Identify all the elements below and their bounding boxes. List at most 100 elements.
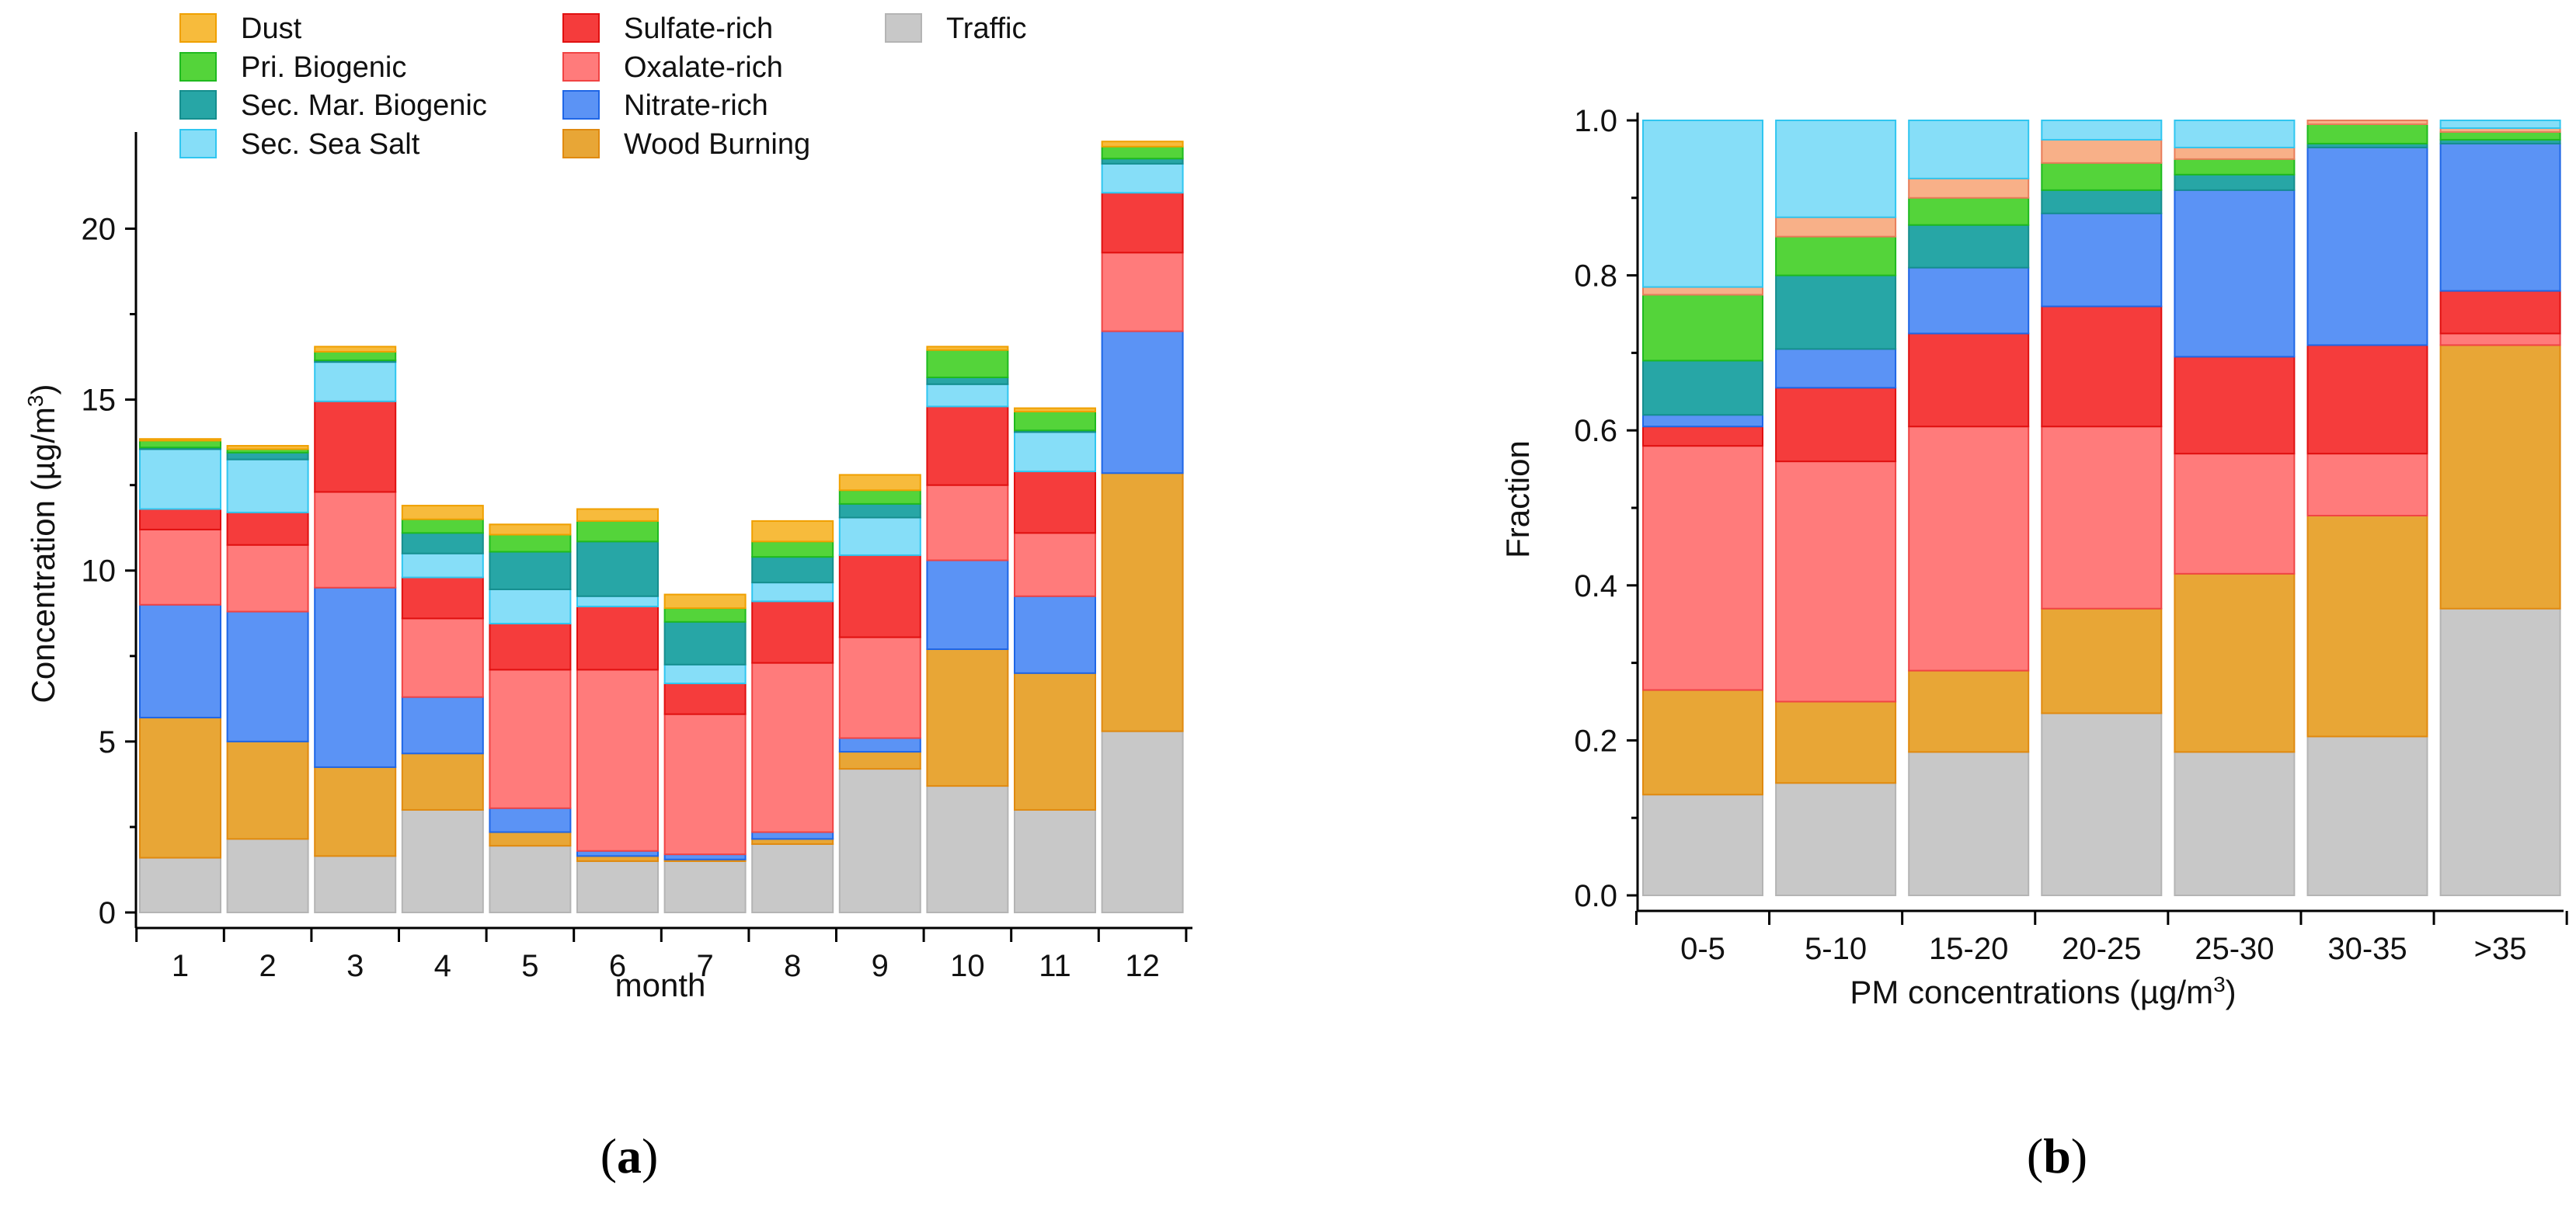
bar-b-35-sulfate-rich	[2439, 290, 2561, 335]
y-tick-label-a-4: 20	[82, 212, 117, 246]
bar-a-1-sec-sea-salt	[139, 448, 221, 510]
bar-a-12-dust	[1101, 141, 1184, 148]
legend-label-oxalate-rich: Oxalate-rich	[624, 51, 783, 84]
y-tick-label-b-4: 0.8	[1574, 259, 1617, 294]
bar-a-6-sec-sea-salt	[576, 595, 659, 607]
bar-b-0-5-oxalate-rich-light	[1642, 286, 1763, 296]
bar-a-8-traffic	[751, 843, 834, 913]
bar-a-3-nitrate-rich	[314, 586, 397, 768]
legend-label-nitrate-rich: Nitrate-rich	[624, 89, 768, 122]
bar-b-20-25-oxalate-rich-light	[2041, 138, 2163, 164]
bar-b-20-25-nitrate-rich	[2041, 212, 2163, 308]
bar-b-0-5-sec-sea-salt	[1642, 120, 1763, 288]
bar-b-25-30-sulfate-rich	[2174, 356, 2296, 455]
legend-swatch-sec-mar-biogenic	[179, 90, 217, 120]
x-tick-label-b-0-5: 0-5	[1680, 932, 1725, 966]
bar-b-30-35-traffic	[2306, 735, 2428, 896]
bar-b-20-25-traffic	[2041, 712, 2163, 896]
x-tick-label-a-9: 9	[872, 949, 889, 983]
x-tick-label-b-5-10: 5-10	[1805, 932, 1867, 966]
x-tick-label-a-3: 3	[346, 949, 364, 983]
panel-b-x-axis-title: PM concentrations (µg/m3)	[1850, 972, 2236, 1011]
legend-swatch-traffic	[885, 13, 922, 43]
bar-a-2-sec-sea-salt	[226, 458, 309, 513]
bar-a-4-oxalate-rich	[401, 617, 484, 698]
bar-a-3-oxalate-rich	[314, 491, 397, 589]
bar-a-8-oxalate-rich	[751, 662, 834, 833]
bar-b-35-wood-burning	[2439, 344, 2561, 610]
bar-b-20-25-sec-sea-salt	[2041, 120, 2163, 141]
panel-a-x-axis-title: month	[615, 967, 706, 1003]
bar-a-2-oxalate-rich	[226, 544, 309, 613]
panel-b-y-axis-title: Fraction	[1499, 440, 1536, 558]
bar-a-10-wood-burning	[926, 648, 1009, 787]
bar-b-15-20-sulfate-rich	[1908, 332, 2030, 428]
legend-label-dust: Dust	[241, 12, 302, 45]
legend-label-sulfate-rich: Sulfate-rich	[624, 12, 773, 45]
bar-b-15-20-nitrate-rich	[1908, 266, 2030, 335]
x-tick-label-a-2: 2	[259, 949, 276, 983]
bar-b-35-pri-biogenic	[2439, 130, 2561, 141]
legend-swatch-dust	[179, 13, 217, 43]
bar-a-2-sulfate-rich	[226, 511, 309, 546]
bar-b-15-20-sec-sea-salt	[1908, 120, 2030, 179]
bar-a-9-traffic	[838, 768, 921, 913]
bar-b-0-5-nitrate-rich	[1642, 414, 1763, 428]
bar-b-25-30-oxalate-rich	[2174, 453, 2296, 575]
bar-b-30-35-nitrate-rich	[2306, 146, 2428, 346]
bar-a-6-traffic	[576, 860, 659, 914]
bar-b-15-20-oxalate-rich	[1908, 426, 2030, 672]
bar-b-15-20-sec-mar-biogenic	[1908, 224, 2030, 269]
legend-swatch-pri-biogenic	[179, 52, 217, 82]
bar-a-4-pri-biogenic	[401, 518, 484, 534]
bar-a-10-nitrate-rich	[926, 559, 1009, 650]
bar-b-20-25-wood-burning	[2041, 607, 2163, 714]
bar-b-20-25-sulfate-rich	[2041, 305, 2163, 428]
bar-a-6-sec-mar-biogenic	[576, 540, 659, 597]
bar-a-12-traffic	[1101, 730, 1184, 914]
bar-b-5-10-wood-burning	[1775, 700, 1897, 784]
bar-a-7-sulfate-rich	[663, 683, 747, 715]
bar-a-5-traffic	[489, 845, 572, 913]
x-tick-label-a-8: 8	[784, 949, 801, 983]
bar-a-12-pri-biogenic	[1101, 145, 1184, 160]
bar-b-25-30-sec-mar-biogenic	[2174, 173, 2296, 191]
x-tick-label-a-6: 6	[609, 949, 626, 983]
x-tick-label-a-7: 7	[696, 949, 713, 983]
bar-a-11-pri-biogenic	[1014, 411, 1096, 432]
bar-b-15-20-pri-biogenic	[1908, 196, 2030, 226]
bar-b-25-30-oxalate-rich-light	[2174, 146, 2296, 160]
bar-b-0-5-sulfate-rich	[1642, 426, 1763, 447]
bar-b-25-30-nitrate-rich	[2174, 189, 2296, 358]
bar-a-4-sulfate-rich	[401, 576, 484, 620]
bar-a-11-sulfate-rich	[1014, 471, 1096, 534]
bar-a-2-nitrate-rich	[226, 610, 309, 742]
bar-b-15-20-wood-burning	[1908, 669, 2030, 753]
legend-swatch-sec-sea-salt	[179, 129, 217, 158]
bar-a-8-dust	[751, 520, 834, 543]
y-tick-label-b-0: 0.0	[1574, 879, 1617, 913]
bar-a-8-nitrate-rich	[751, 831, 834, 840]
bar-a-7-pri-biogenic	[663, 607, 747, 623]
bar-a-11-dust	[1014, 407, 1096, 413]
bar-a-7-sec-sea-salt	[663, 663, 747, 685]
panel-a-bars	[139, 141, 1184, 914]
bar-b-35-oxalate-rich	[2439, 332, 2561, 346]
y-tick-label-a-1: 5	[99, 725, 116, 759]
bar-a-8-sec-sea-salt	[751, 582, 834, 603]
x-tick-label-a-12: 12	[1125, 949, 1160, 983]
x-tick-label-a-5: 5	[521, 949, 538, 983]
bar-a-5-dust	[489, 523, 572, 536]
y-tick-label-b-3: 0.6	[1574, 414, 1617, 448]
x-tick-label-b-20-25: 20-25	[2062, 932, 2141, 966]
bar-b-30-35-oxalate-rich-light	[2306, 120, 2428, 125]
bar-b-30-35-pri-biogenic	[2306, 123, 2428, 144]
bar-a-11-oxalate-rich	[1014, 532, 1096, 597]
bar-a-12-oxalate-rich	[1101, 252, 1184, 332]
bar-a-2-wood-burning	[226, 740, 309, 840]
bar-a-6-oxalate-rich	[576, 669, 659, 852]
bar-b-5-10-sec-sea-salt	[1775, 120, 1897, 218]
x-tick-label-b-30-35: 30-35	[2327, 932, 2407, 966]
bar-a-7-dust	[663, 593, 747, 610]
bar-b-20-25-sec-mar-biogenic	[2041, 189, 2163, 214]
